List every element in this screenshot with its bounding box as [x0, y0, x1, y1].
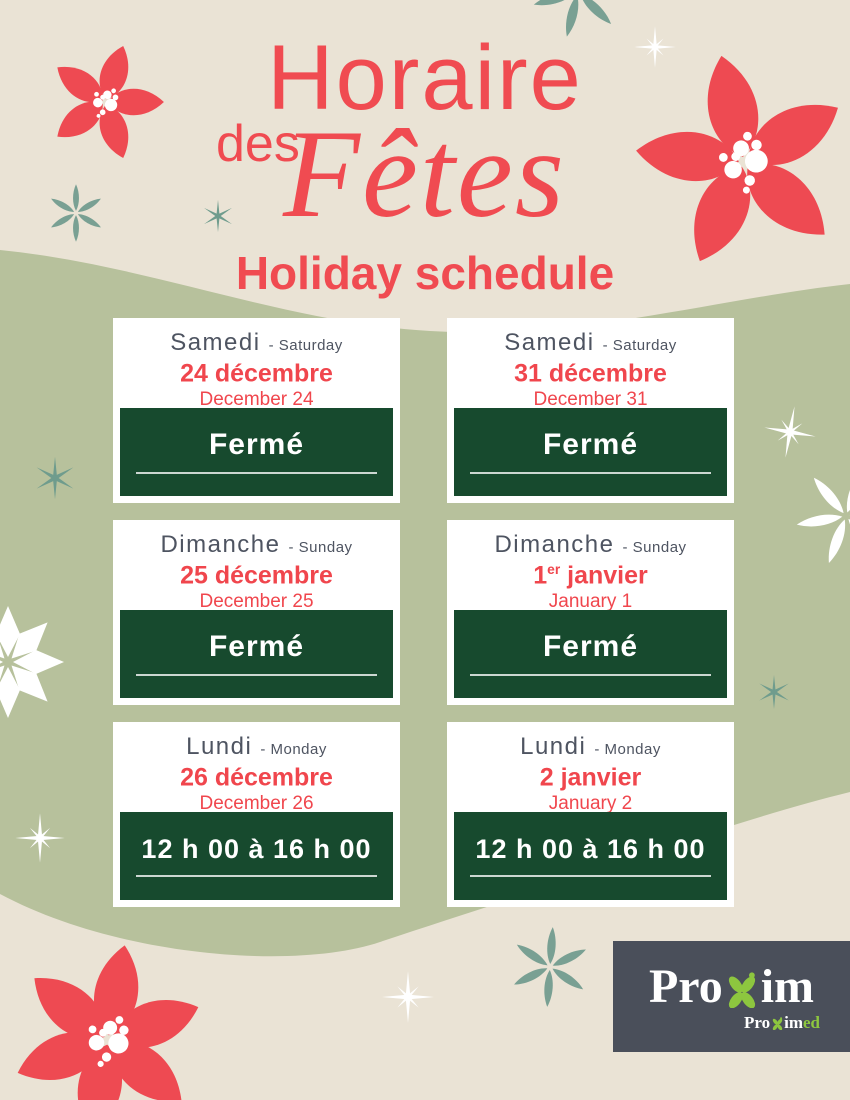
date-english: December 26	[199, 793, 314, 815]
title-french-line2: des	[216, 115, 300, 173]
wordmark-post: im	[760, 959, 815, 1013]
date-french: 2 janvier	[539, 763, 642, 792]
hours-banner: Fermé	[120, 408, 393, 496]
date-english: December 24	[199, 389, 314, 411]
day-label: Lundi - Monday	[520, 735, 661, 759]
white-sparkle-bottom-center	[382, 971, 434, 1023]
day-name-french: Lundi	[520, 733, 587, 760]
hours-text: Fermé	[208, 428, 305, 461]
date-english: January 1	[548, 591, 633, 613]
day-name-french: Lundi	[186, 733, 253, 760]
card-header: Lundi - Monday 26 décembre December 26	[113, 722, 400, 815]
date-french: 1er janvier	[533, 561, 648, 590]
teal-flower-bottom-center	[511, 925, 590, 1010]
day-name-french: Samedi	[504, 329, 595, 356]
day-name-english: - Monday	[594, 741, 661, 758]
tagline-mid: im	[784, 1012, 803, 1032]
day-name-french: Samedi	[170, 329, 261, 356]
hours-underline	[470, 674, 711, 676]
schedule-cards-grid: Samedi - Saturday 24 décembre December 2…	[113, 318, 734, 907]
day-name-english: - Sunday	[622, 539, 687, 556]
hours-underline	[470, 874, 711, 877]
day-label: Samedi - Saturday	[170, 331, 343, 355]
hours-text: Fermé	[542, 630, 639, 663]
schedule-card-dec-31: Samedi - Saturday 31 décembre December 3…	[447, 318, 734, 503]
card-header: Dimanche - Sunday 25 décembre December 2…	[113, 520, 400, 613]
date-french: 24 décembre	[180, 359, 333, 388]
date-french: 25 décembre	[180, 561, 333, 590]
date-french: 31 décembre	[514, 359, 667, 388]
schedule-card-jan-2: Lundi - Monday 2 janvier January 2 12 h …	[447, 722, 734, 907]
schedule-card-dec-25: Dimanche - Sunday 25 décembre December 2…	[113, 520, 400, 705]
day-name-english: - Sunday	[288, 539, 353, 556]
day-name-french: Dimanche	[494, 531, 615, 558]
day-label: Dimanche - Sunday	[160, 533, 352, 557]
day-label: Dimanche - Sunday	[494, 533, 686, 557]
card-header: Samedi - Saturday 24 décembre December 2…	[113, 318, 400, 411]
day-label: Lundi - Monday	[186, 735, 327, 759]
day-name-english: - Saturday	[268, 337, 343, 354]
proximed-leaf-x-icon	[772, 1016, 782, 1030]
wordmark-pre: Pro	[648, 959, 723, 1013]
date-english: December 31	[533, 389, 648, 411]
schedule-card-dec-26: Lundi - Monday 26 décembre December 26 1…	[113, 722, 400, 907]
proxim-logo-box: Pro im Pro im ed	[613, 941, 850, 1052]
hours-underline	[470, 472, 711, 474]
date-english: January 2	[548, 793, 633, 815]
poinsettia-flower-bottom-left	[0, 929, 217, 1100]
title-french-line1: Horaire	[267, 27, 583, 129]
title-english: Holiday schedule	[235, 247, 615, 299]
hours-underline	[136, 674, 377, 676]
day-label: Samedi - Saturday	[504, 331, 677, 355]
proximed-tagline: Pro im ed	[744, 1014, 820, 1031]
proxim-leaf-x-icon	[728, 971, 755, 1008]
day-name-english: - Monday	[260, 741, 327, 758]
hours-text: Fermé	[542, 428, 639, 461]
schedule-card-dec-24: Samedi - Saturday 24 décembre December 2…	[113, 318, 400, 503]
tagline-suffix: ed	[803, 1012, 820, 1032]
hours-banner: 12 h 00 à 16 h 00	[454, 812, 727, 900]
teal-flower-top-left	[50, 184, 103, 242]
hours-banner: 12 h 00 à 16 h 00	[120, 812, 393, 900]
date-english: December 25	[199, 591, 314, 613]
hours-text: Fermé	[208, 630, 305, 663]
hours-text: 12 h 00 à 16 h 00	[141, 833, 372, 864]
date-french: 26 décembre	[180, 763, 333, 792]
hours-banner: Fermé	[454, 610, 727, 698]
hours-banner: Fermé	[120, 610, 393, 698]
tagline-pre: Pro	[743, 1012, 771, 1032]
card-header: Samedi - Saturday 31 décembre December 3…	[447, 318, 734, 411]
teal-asterisk-top-left	[203, 199, 233, 233]
schedule-card-jan-1: Dimanche - Sunday 1er janvier January 1 …	[447, 520, 734, 705]
card-header: Lundi - Monday 2 janvier January 2	[447, 722, 734, 815]
title-french-line3: Fêtes	[283, 105, 566, 244]
hours-underline	[136, 874, 377, 877]
day-name-english: - Saturday	[602, 337, 677, 354]
day-name-french: Dimanche	[160, 531, 281, 558]
proxim-wordmark: Pro im	[648, 959, 815, 1013]
hours-banner: Fermé	[454, 408, 727, 496]
card-header: Dimanche - Sunday 1er janvier January 1	[447, 520, 734, 613]
hours-underline	[136, 472, 377, 474]
hours-text: 12 h 00 à 16 h 00	[475, 833, 706, 864]
